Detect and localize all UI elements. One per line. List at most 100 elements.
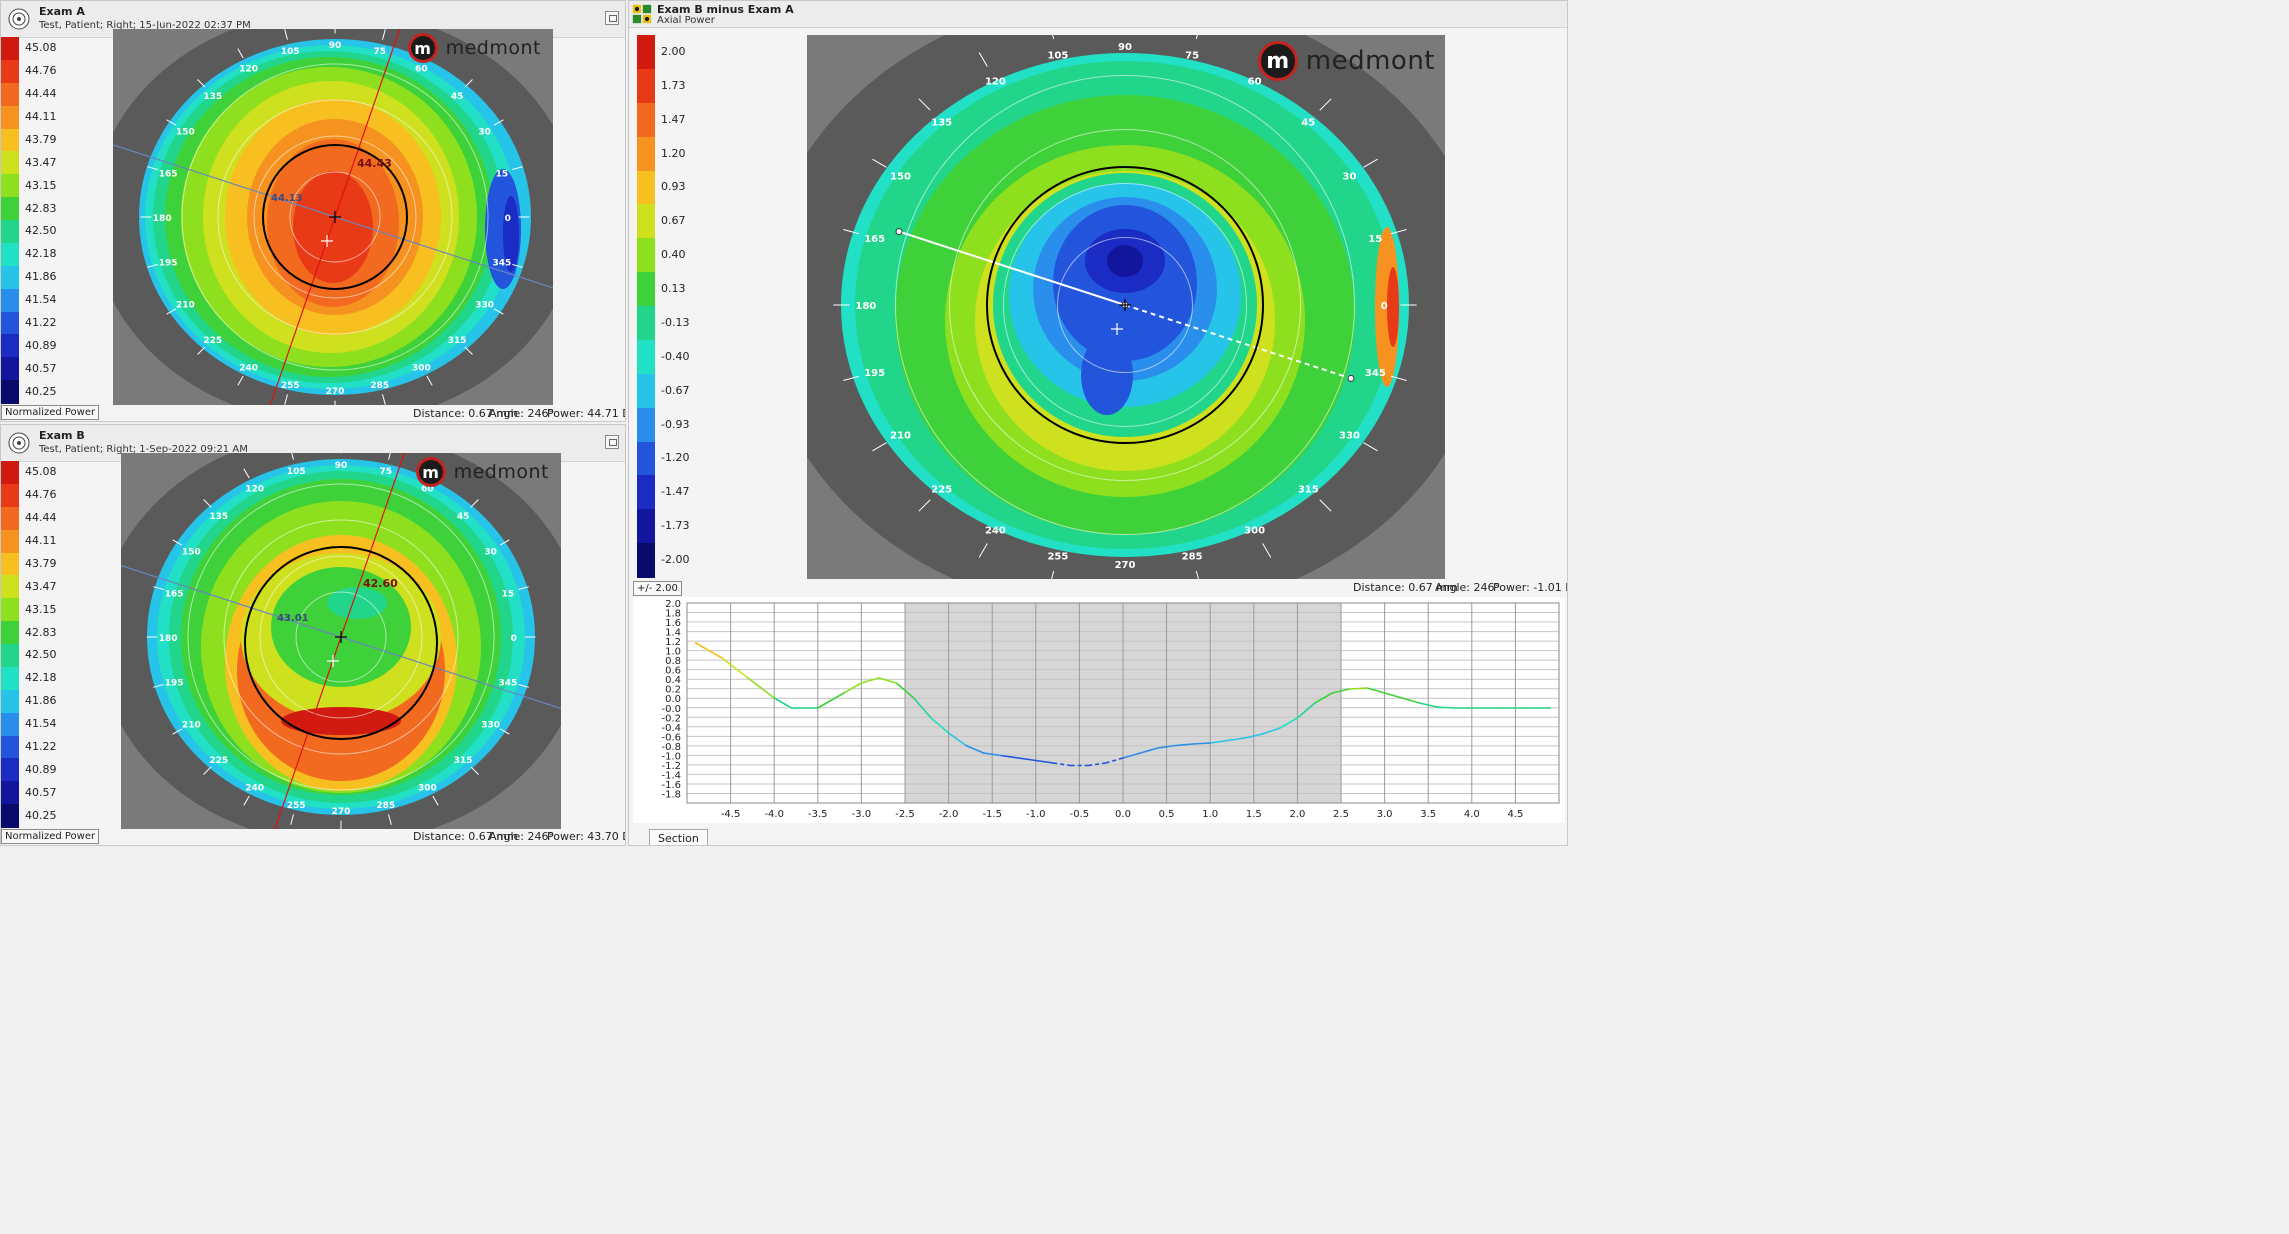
- meridian-label: 255: [287, 801, 306, 811]
- section-chart-svg: 2.01.81.61.41.21.00.80.60.40.20.0-0.0-0.…: [661, 599, 1560, 820]
- target-icon[interactable]: [7, 7, 31, 31]
- x-tick-label: 3.0: [1377, 809, 1393, 820]
- meridian-label: 270: [332, 807, 351, 817]
- scale-swatch: [637, 407, 655, 442]
- meridian-label: 255: [281, 381, 300, 391]
- scale-label: -1.20: [661, 451, 690, 465]
- meridian-label: 105: [281, 47, 300, 57]
- meridian-tick: [978, 543, 988, 558]
- meridian-tick: [426, 375, 433, 386]
- scale-swatch: [1, 666, 19, 691]
- section-tab[interactable]: Section: [649, 829, 708, 845]
- meridian-label: 225: [931, 484, 952, 495]
- profile-point: [747, 677, 749, 679]
- meridian-tick: [1195, 570, 1199, 579]
- scale-swatch: [1, 461, 19, 485]
- reference-ring: [289, 171, 381, 263]
- profile-point: [1000, 754, 1002, 757]
- scale-swatch: [1, 575, 19, 599]
- scale-swatch: [637, 238, 655, 273]
- exam-b-color-scale: 45.08 44.76 44.44 44.11 43.79 43.47 43.15 42.83…: [1, 461, 63, 828]
- target-icon[interactable]: [7, 431, 31, 455]
- scale-swatch: [637, 102, 655, 138]
- meridian-label: 120: [985, 77, 1006, 88]
- exam-a-subtitle: Test, Patient; Right; 15-Jun-2022 02:37 …: [39, 20, 251, 31]
- scale-label: 0.13: [661, 282, 686, 296]
- scale-swatch: [637, 35, 655, 70]
- difference-topography-map[interactable]: 0 15 30 45 60 75 90 105 120 135 150 165 180 195 210 225…: [807, 35, 1445, 579]
- profile-point: [773, 697, 775, 699]
- steep-k-value: 44.43: [357, 157, 392, 170]
- meridian-label: 225: [209, 756, 228, 766]
- profile-point: [912, 697, 915, 699]
- scale-label: 1.73: [661, 78, 686, 92]
- profile-segment: [1332, 688, 1350, 694]
- difference-map-icon[interactable]: [632, 4, 652, 24]
- flat-k-value: 43.01: [277, 613, 309, 624]
- y-tick-label: -0.8: [661, 742, 681, 753]
- meridian-tick: [1319, 499, 1332, 512]
- meridian-label: 135: [931, 118, 952, 129]
- meridian-tick: [388, 453, 391, 460]
- meridian-tick: [147, 166, 158, 170]
- scale-swatch: [1, 506, 19, 531]
- reference-ring: [187, 483, 495, 791]
- scale-label: -1.73: [661, 519, 690, 533]
- reference-ring: [181, 63, 489, 371]
- x-tick-label: -3.5: [808, 809, 828, 820]
- scale-label: 43.79: [25, 132, 57, 146]
- profile-point: [1157, 747, 1159, 749]
- x-tick-label: 3.5: [1420, 809, 1436, 820]
- power-zone: [1081, 335, 1133, 415]
- meridian-tick: [1390, 229, 1407, 235]
- profile-segment: [1105, 757, 1124, 764]
- power-zone: [293, 171, 373, 283]
- scale-label: 0.67: [661, 214, 686, 228]
- scale-label: 2.00: [661, 44, 686, 58]
- profile-point: [1453, 707, 1456, 709]
- profile-segment: [1314, 692, 1333, 704]
- scale-swatch: [1, 598, 19, 622]
- scale-swatch: [1, 380, 19, 404]
- scale-label: 43.15: [25, 602, 57, 616]
- scale-label: 41.22: [25, 739, 57, 753]
- scale-swatch: [637, 272, 655, 307]
- section-profile-chart[interactable]: 2.0 1.8 1.6 1.4 1.2 1.0 0.8 0.6 0.4 0.2 0.0 -0.0 -0.…: [633, 597, 1565, 823]
- exam-a-topography-map[interactable]: 0 15 30 45 60 75 90 105 120 135 150 165 180 195 210 225…: [113, 29, 553, 405]
- x-tick-label: -1.0: [1026, 809, 1046, 820]
- profile-segment: [1244, 733, 1263, 739]
- meridian-tick: [290, 814, 294, 825]
- y-tick-label: -0.2: [661, 713, 681, 724]
- meridian-label: 30: [1343, 171, 1357, 182]
- pupil-circle: [986, 166, 1264, 444]
- scale-label: 41.54: [25, 293, 57, 307]
- meridian-label: 180: [855, 301, 876, 312]
- meridian-tick: [518, 684, 529, 688]
- meridian-label: 90: [1118, 42, 1132, 53]
- reference-ring: [949, 129, 1301, 481]
- scale-swatch: [1, 357, 19, 381]
- scale-swatch: [1, 105, 19, 129]
- restore-window-icon[interactable]: [605, 11, 619, 25]
- meridian-label: 195: [159, 259, 178, 269]
- exam-b-mode-button[interactable]: Normalized Power: [1, 829, 100, 844]
- meridian-tick: [464, 346, 473, 355]
- y-tick-label: -1.4: [661, 770, 681, 781]
- scale-label: 42.83: [25, 625, 57, 639]
- exam-a-mode-button[interactable]: Normalized Power: [1, 405, 100, 420]
- exam-b-topography-map[interactable]: 0 15 30 45 60 75 90 105 120 135 150 165 180 195 210 225…: [121, 453, 561, 829]
- difference-range-button[interactable]: +/- 2.00: [633, 581, 682, 596]
- y-tick-label: 0.2: [665, 685, 681, 696]
- steep-k-value: 42.60: [363, 577, 398, 590]
- profile-segment: [1192, 742, 1211, 745]
- reference-ring: [217, 99, 453, 335]
- scale-swatch: [1, 151, 19, 175]
- scale-label: 44.76: [25, 488, 57, 502]
- profile-point: [947, 732, 950, 734]
- difference-title: Exam B minus Exam A: [657, 3, 794, 16]
- scale-swatch: [637, 373, 655, 409]
- profile-point: [1279, 727, 1281, 729]
- meridian-tick: [843, 229, 860, 235]
- restore-window-icon[interactable]: [605, 435, 619, 449]
- meridian-label: 120: [245, 484, 264, 494]
